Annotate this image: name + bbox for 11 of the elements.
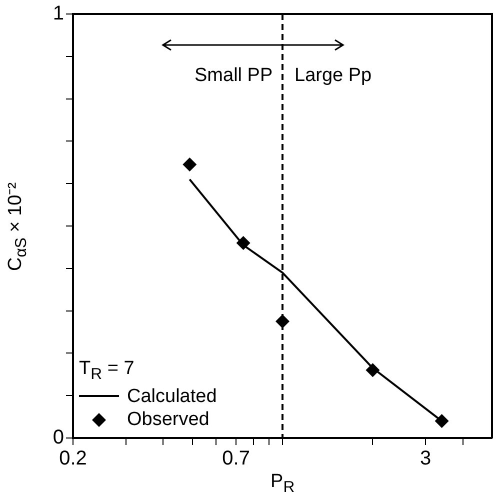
y-tick-label: 0 <box>52 426 64 449</box>
x-axis-title: P$_{R}$ <box>270 471 295 496</box>
annotation: Large Pp <box>294 65 372 86</box>
legend-label: Observed <box>127 408 210 432</box>
legend-label: Calculated <box>127 384 217 408</box>
annotation: Small PP <box>194 65 273 86</box>
x-tick-label: 0.2 <box>59 448 87 470</box>
x-tick-label: 3 <box>420 448 432 470</box>
legend-title: T$_{R}$ = 7 <box>79 357 136 385</box>
x-tick-label: 0.7 <box>222 448 250 470</box>
y-tick-label: 1 <box>52 2 64 25</box>
